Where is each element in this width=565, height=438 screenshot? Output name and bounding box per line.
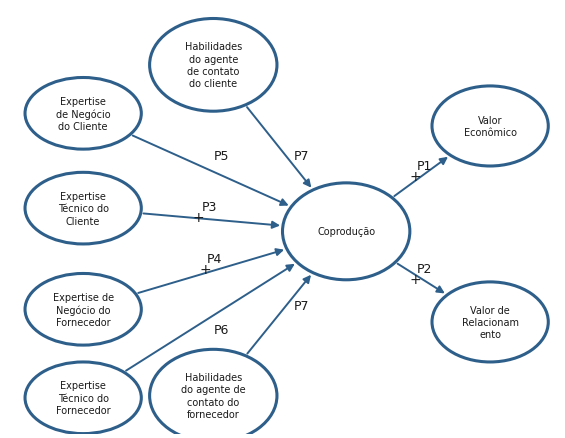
Text: Valor
Econômico: Valor Econômico (464, 116, 516, 138)
Text: Coprodução: Coprodução (317, 227, 375, 237)
Text: P7: P7 (294, 300, 309, 313)
Text: +: + (410, 272, 421, 286)
Text: Expertise
Técnico do
Cliente: Expertise Técnico do Cliente (58, 191, 108, 226)
Text: Valor de
Relacionam
ento: Valor de Relacionam ento (462, 305, 519, 339)
Text: Expertise
de Negócio
do Cliente: Expertise de Negócio do Cliente (56, 96, 111, 132)
Text: Habilidades
do agente de
contato do
fornecedor: Habilidades do agente de contato do forn… (181, 372, 246, 419)
Text: Expertise
Técnico do
Fornecedor: Expertise Técnico do Fornecedor (56, 381, 111, 415)
Text: P4: P4 (206, 253, 221, 265)
Text: +: + (200, 263, 211, 276)
Text: Expertise de
Negócio do
Fornecedor: Expertise de Negócio do Fornecedor (53, 292, 114, 327)
Text: +: + (192, 211, 204, 225)
Text: P6: P6 (214, 324, 229, 336)
Text: P1: P1 (416, 160, 432, 173)
Text: P3: P3 (201, 201, 217, 214)
Text: P7: P7 (294, 150, 309, 163)
Text: P5: P5 (214, 150, 229, 163)
Text: +: + (410, 170, 421, 184)
Text: Habilidades
do agente
de contato
do cliente: Habilidades do agente de contato do clie… (185, 42, 242, 89)
Text: P2: P2 (416, 262, 432, 275)
